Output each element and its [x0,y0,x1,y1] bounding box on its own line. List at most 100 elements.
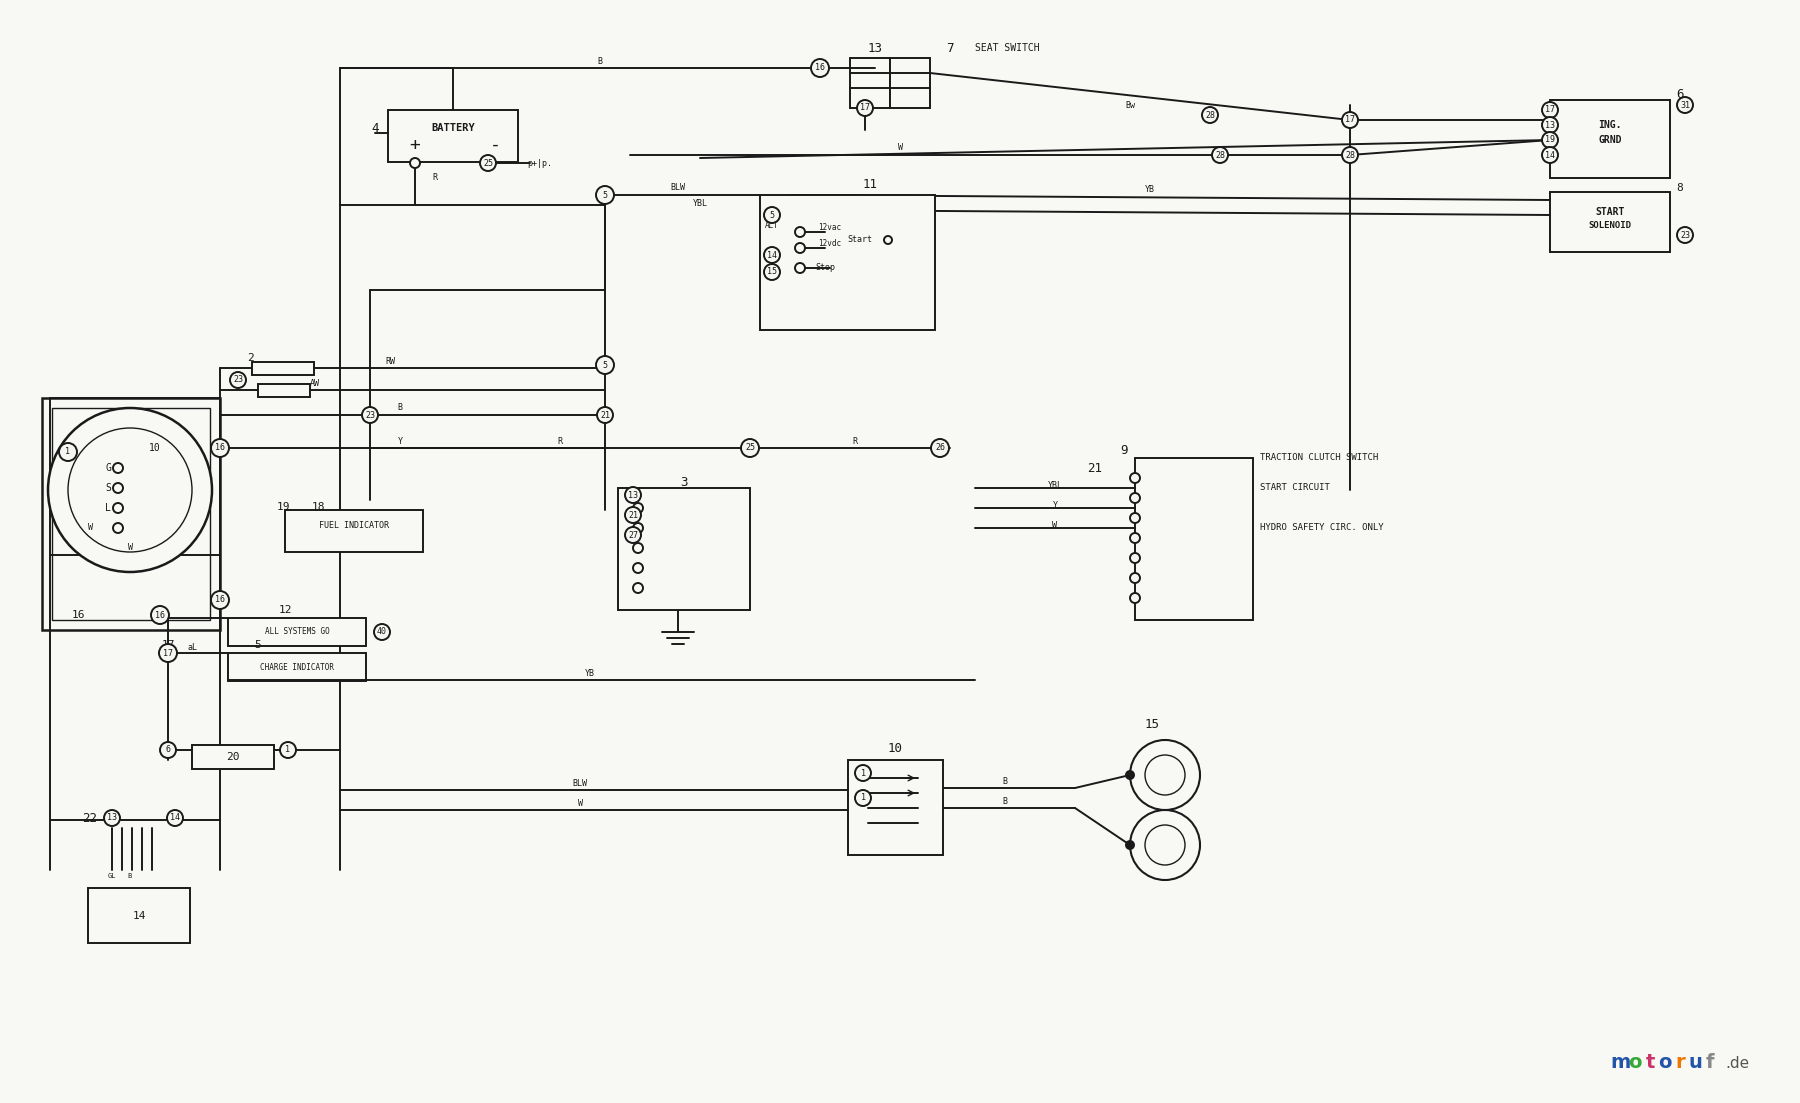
Text: 25: 25 [482,159,493,168]
Text: L: L [104,503,112,513]
Circle shape [931,439,949,457]
Text: 16: 16 [214,596,225,604]
Text: 1: 1 [860,769,866,778]
Bar [41,398,220,630]
Text: B: B [598,57,603,66]
Circle shape [1130,740,1201,810]
Circle shape [796,227,805,237]
Text: -: - [490,136,500,154]
Text: 21: 21 [628,511,637,520]
Circle shape [742,439,760,457]
Circle shape [1202,107,1219,124]
Text: 14: 14 [131,911,146,921]
Circle shape [151,606,169,624]
Text: START CIRCUIT: START CIRCUIT [1260,483,1330,493]
Text: aL: aL [187,643,196,653]
Circle shape [59,443,77,461]
Text: R: R [853,437,857,446]
Circle shape [1543,132,1559,148]
Text: ING.: ING. [1598,120,1622,130]
Circle shape [1145,825,1184,865]
Text: 13: 13 [106,814,117,823]
Text: 9: 9 [1120,443,1129,457]
Bar [88,888,191,943]
Text: 23: 23 [365,410,374,419]
Text: 12vdc: 12vdc [819,239,842,248]
Text: AW: AW [310,378,320,387]
Circle shape [104,810,121,826]
Text: +: + [410,136,421,154]
Circle shape [1211,147,1228,163]
Text: B: B [1003,796,1008,805]
Text: YB: YB [1145,185,1156,194]
Circle shape [812,58,830,77]
Circle shape [625,488,641,503]
Circle shape [596,356,614,374]
Text: SEAT SWITCH: SEAT SWITCH [976,43,1040,53]
Text: B: B [1003,777,1008,785]
Text: 28: 28 [1204,110,1215,119]
Text: 21: 21 [599,410,610,419]
Text: ALL SYSTEMS GO: ALL SYSTEMS GO [265,628,329,636]
Circle shape [1130,513,1139,523]
Text: o: o [1629,1053,1642,1072]
Bar [389,110,518,162]
Text: 1: 1 [65,448,70,457]
Circle shape [1130,593,1139,603]
Text: 16: 16 [72,610,85,620]
Text: 15: 15 [767,268,778,277]
Circle shape [1543,101,1559,118]
Circle shape [167,810,184,826]
Circle shape [113,523,122,533]
Text: R: R [432,173,437,182]
Text: 15: 15 [1145,718,1159,731]
Text: R: R [558,437,562,446]
Circle shape [1130,810,1201,880]
Text: r: r [1676,1053,1685,1072]
Text: 16: 16 [214,443,225,452]
Text: B: B [128,872,131,879]
Text: 17: 17 [1345,116,1355,125]
Circle shape [1130,493,1139,503]
Text: 13: 13 [628,491,637,500]
Circle shape [634,543,643,553]
Text: 31: 31 [1679,100,1690,109]
Text: 16: 16 [155,610,166,620]
Bar [617,488,751,610]
Bar [1136,458,1253,620]
Circle shape [281,742,295,758]
Bar [760,195,934,330]
Circle shape [113,503,122,513]
Bar [193,745,274,769]
Text: 10: 10 [149,443,160,453]
Text: 5: 5 [603,191,608,200]
Text: Start: Start [848,236,873,245]
Text: 17: 17 [1544,106,1555,115]
Text: CHARGE INDICATOR: CHARGE INDICATOR [259,663,335,672]
Text: 5: 5 [254,640,261,650]
Circle shape [596,186,614,204]
Text: 14: 14 [767,250,778,259]
Text: W: W [88,524,92,533]
Circle shape [598,407,614,422]
Circle shape [230,372,247,388]
Circle shape [1130,533,1139,543]
Text: HYDRO SAFETY CIRC. ONLY: HYDRO SAFETY CIRC. ONLY [1260,524,1384,533]
Text: 7: 7 [947,42,954,54]
Bar [52,408,211,620]
Circle shape [1130,553,1139,563]
Circle shape [211,439,229,457]
Text: u: u [1688,1053,1703,1072]
Text: 19: 19 [277,502,290,512]
Text: TRACTION CLUTCH SWITCH: TRACTION CLUTCH SWITCH [1260,453,1379,462]
Text: 8: 8 [1676,183,1683,193]
Text: 5: 5 [603,361,608,370]
Circle shape [1127,771,1134,779]
Circle shape [1343,113,1357,128]
Text: 17: 17 [164,649,173,657]
Text: 1: 1 [860,793,866,803]
Bar [850,58,889,108]
Text: 23: 23 [1679,231,1690,239]
Text: 28: 28 [1215,150,1226,160]
Text: 17: 17 [860,104,869,113]
